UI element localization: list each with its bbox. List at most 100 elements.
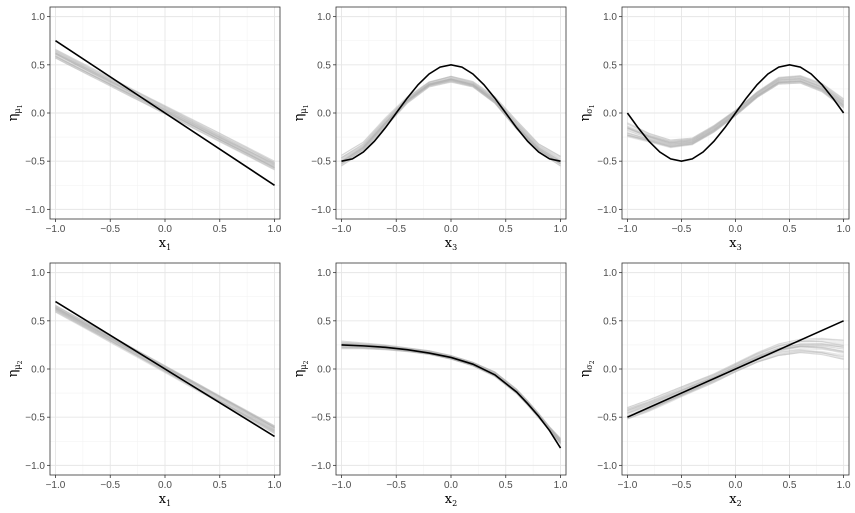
true-function-line [627, 320, 844, 418]
estimate-curve [55, 52, 275, 169]
estimate-curve [55, 305, 275, 428]
true-function-line [55, 40, 275, 186]
y-axis-title-base: η [292, 370, 307, 378]
y-tick-label: 0.0 [31, 109, 45, 120]
estimate-curves [626, 64, 845, 162]
x-tick-label: 0.5 [499, 224, 513, 235]
x-tick-label: 0.5 [783, 224, 797, 235]
estimate-curve [341, 341, 561, 439]
estimate-curve [627, 337, 844, 411]
estimate-curve [55, 304, 275, 427]
x-tick-label: −1.0 [332, 480, 352, 491]
estimate-curve [627, 74, 844, 143]
estimate-curve [341, 75, 561, 160]
estimate-curve [55, 56, 275, 169]
estimate-curve [627, 81, 844, 148]
estimate-curve [55, 305, 275, 428]
estimate-curve [55, 306, 275, 427]
y-axis-title-subsub: 1 [17, 105, 24, 109]
y-tick-label: −0.5 [311, 413, 331, 424]
estimate-curve [55, 304, 275, 429]
estimate-curve [627, 346, 844, 416]
true-function-line [341, 64, 561, 162]
estimate-curve [341, 75, 561, 158]
estimate-curve [55, 310, 275, 433]
y-tick-label: 0.5 [603, 60, 617, 71]
y-axis-title-base: η [6, 370, 21, 378]
y-tick-label: −1.0 [25, 461, 45, 472]
estimate-curve [341, 76, 561, 159]
x-axis-title-base: x [159, 236, 167, 251]
estimate-curve [341, 79, 561, 165]
estimate-curve [627, 345, 844, 414]
estimate-curve [627, 351, 844, 417]
estimate-curve [55, 309, 275, 433]
estimate-curve [55, 309, 275, 431]
estimate-curve [55, 309, 275, 432]
estimate-curve [55, 49, 275, 162]
estimate-curve [341, 79, 561, 167]
estimate-curve [55, 55, 275, 171]
estimate-curve [627, 341, 844, 414]
x-axis-title: x1 [159, 236, 171, 252]
estimate-curve [55, 308, 275, 431]
x-axis-title: x3 [729, 236, 741, 252]
estimate-curve [627, 350, 844, 419]
estimate-curve [627, 82, 844, 147]
x-axis-title-sub: 3 [737, 243, 742, 252]
estimate-curve [55, 308, 275, 433]
estimate-curve [627, 75, 844, 141]
estimate-curve [627, 350, 844, 417]
estimate-curve [341, 346, 561, 445]
estimate-curve [627, 349, 844, 420]
estimate-curve [55, 53, 275, 165]
estimate-curve [627, 343, 844, 410]
estimate-curve [341, 78, 561, 164]
x-tick-label: 0.5 [213, 480, 227, 491]
estimate-curve [341, 77, 561, 162]
y-tick-label: 0.0 [603, 109, 617, 120]
estimate-curve [341, 79, 561, 162]
y-axis-title-subsub: 2 [303, 360, 310, 364]
x-axis-title-sub: 2 [737, 499, 742, 508]
x-tick-label: −0.5 [100, 224, 120, 235]
y-axis-title: ημ1 [6, 105, 24, 122]
y-axis-title-base: η [578, 114, 593, 122]
y-axis-title-base: η [6, 114, 21, 122]
y-tick-label: −0.5 [311, 157, 331, 168]
y-axis-title-sub: σ [585, 364, 594, 370]
estimate-curve [627, 340, 844, 414]
estimate-curve [627, 78, 844, 143]
estimate-curve [627, 80, 844, 145]
y-tick-label: −1.0 [597, 205, 617, 216]
y-tick-label: −0.5 [597, 157, 617, 168]
estimate-curve [341, 76, 561, 161]
estimate-curve [55, 307, 275, 428]
x-tick-label: −0.5 [386, 480, 406, 491]
estimate-curve [627, 343, 844, 413]
y-tick-label: 0.5 [317, 60, 331, 71]
estimate-curves [627, 320, 844, 420]
x-tick-label: −0.5 [672, 224, 692, 235]
estimate-curve [341, 76, 561, 160]
estimate-curve [55, 52, 275, 166]
x-tick-label: 1.0 [268, 224, 282, 235]
estimate-curve [55, 306, 275, 429]
estimate-curve [627, 351, 844, 416]
estimate-curve [55, 306, 275, 427]
estimate-curve [627, 352, 844, 418]
estimate-curve [341, 347, 561, 444]
estimate-curve [55, 53, 275, 167]
x-axis-title-base: x [729, 236, 737, 251]
y-tick-label: −1.0 [597, 461, 617, 472]
x-tick-label: 1.0 [554, 480, 568, 491]
estimate-curve [341, 78, 561, 163]
estimate-curve [341, 78, 561, 164]
estimate-curve [627, 350, 844, 419]
estimate-curve [55, 52, 275, 166]
estimate-curve [55, 309, 275, 433]
x-tick-label: 0.0 [729, 224, 743, 235]
estimate-curve [55, 309, 275, 431]
estimate-curve [55, 52, 275, 164]
